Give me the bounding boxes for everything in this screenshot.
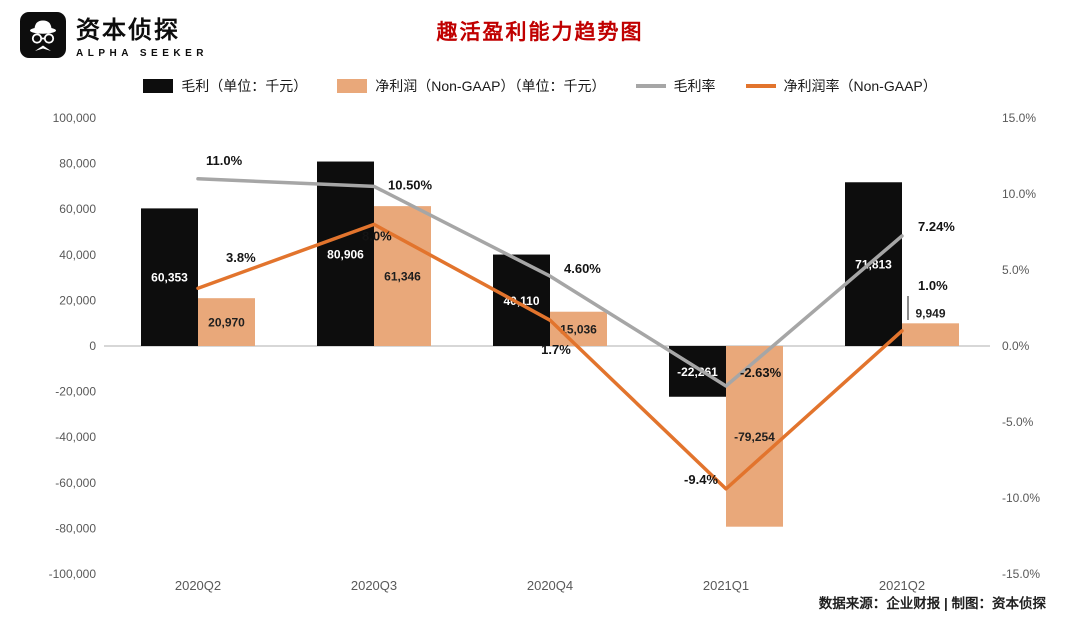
data-source-note: 数据来源：企业财报 | 制图：资本侦探 [818, 596, 1046, 611]
y-axis-left-tick: 40,000 [59, 248, 96, 262]
net-profit-swatch [337, 79, 368, 93]
y-axis-left-tick: -80,000 [55, 521, 96, 535]
bar-value-label: 20,970 [208, 316, 245, 330]
y-axis-right-tick: -15.0% [1002, 567, 1040, 581]
y-axis-right-tick: -10.0% [1002, 491, 1040, 505]
bar-gross-profit [317, 161, 374, 346]
bar-net-profit [198, 298, 255, 346]
rate-label: -2.63% [740, 365, 782, 380]
bar-value-label: 40,110 [503, 294, 539, 308]
y-axis-left-tick: -60,000 [55, 476, 96, 490]
rate-label: 7.24% [918, 219, 955, 234]
x-axis-label: 2021Q1 [703, 578, 749, 593]
legend-item-net-profit: 净利润（Non-GAAP）（单位：千元） [337, 76, 606, 96]
x-axis-label: 2020Q3 [351, 578, 397, 593]
legend-label-net-margin: 净利润率（Non-GAAP） [783, 78, 937, 94]
gross-margin-line [196, 177, 904, 388]
bar-value-label: 61,346 [384, 270, 421, 284]
chart-title: 趣活盈利能力趋势图 [436, 21, 644, 44]
y-axis-right-tick: 0.0% [1002, 339, 1030, 353]
bar-gross-profit [845, 182, 902, 346]
detective-logo-icon [20, 11, 66, 58]
x-axis-label: 2021Q2 [879, 578, 925, 593]
brand: 资本侦探 ALPHA SEEKER [20, 10, 208, 59]
y-axis-right-tick: 5.0% [1002, 263, 1030, 277]
y-axis-left-tick: -20,000 [55, 385, 96, 399]
y-axis-left-tick: 20,000 [59, 293, 96, 307]
bar-value-label: 15,036 [560, 322, 597, 336]
y-axis-left-tick: -100,000 [49, 567, 97, 581]
rate-label: 1.7% [541, 342, 571, 357]
legend-label-gross-profit: 毛利（单位：千元） [181, 78, 308, 94]
rate-label: 1.0% [918, 278, 948, 293]
gross-profit-swatch [143, 79, 174, 93]
bar-value-label: 80,906 [327, 247, 364, 261]
bar-value-label: -79,254 [734, 430, 775, 444]
rate-label: 4.60% [564, 261, 601, 276]
legend-item-gross-margin: 毛利率 [635, 76, 716, 96]
gross-margin-swatch [635, 84, 666, 88]
y-axis-right-tick: 10.0% [1002, 187, 1036, 201]
rate-label: 8.0% [362, 228, 392, 243]
y-axis-left-tick: 100,000 [53, 111, 97, 125]
net-margin-line [196, 222, 904, 491]
brand-subtitle: ALPHA SEEKER [76, 48, 208, 59]
y-axis-left-tick: 60,000 [59, 202, 96, 216]
legend-label-net-profit: 净利润（Non-GAAP）（单位：千元） [375, 78, 606, 94]
brand-name: 资本侦探 [76, 17, 180, 44]
legend-item-gross-profit: 毛利（单位：千元） [143, 76, 307, 96]
brand-text: 资本侦探 ALPHA SEEKER [76, 10, 208, 59]
rate-label: 10.50% [388, 177, 433, 192]
net-margin-swatch [745, 84, 776, 88]
rate-label: 11.0% [206, 153, 243, 168]
legend-label-gross-margin: 毛利率 [673, 78, 716, 94]
rate-label: -9.4% [684, 472, 718, 487]
rate-label: 3.8% [226, 250, 256, 265]
bar-net-profit [902, 323, 959, 346]
legend-item-net-margin: 净利润率（Non-GAAP） [745, 76, 937, 96]
y-axis-left-tick: 0 [89, 339, 96, 353]
bar-gross-profit [141, 208, 198, 346]
chart-legend: 毛利（单位：千元） 净利润（Non-GAAP）（单位：千元） 毛利率 净利润率（… [0, 76, 1080, 96]
y-axis-right-tick: -5.0% [1002, 415, 1034, 429]
y-axis-left-tick: -40,000 [55, 430, 96, 444]
bar-value-label: 60,353 [151, 271, 188, 285]
y-axis-left-tick: 80,000 [59, 157, 96, 171]
y-axis-right-tick: 15.0% [1002, 111, 1036, 125]
x-axis-label: 2020Q2 [175, 578, 221, 593]
bar-value-label: 9,949 [915, 306, 945, 320]
x-axis-label: 2020Q4 [527, 578, 573, 593]
